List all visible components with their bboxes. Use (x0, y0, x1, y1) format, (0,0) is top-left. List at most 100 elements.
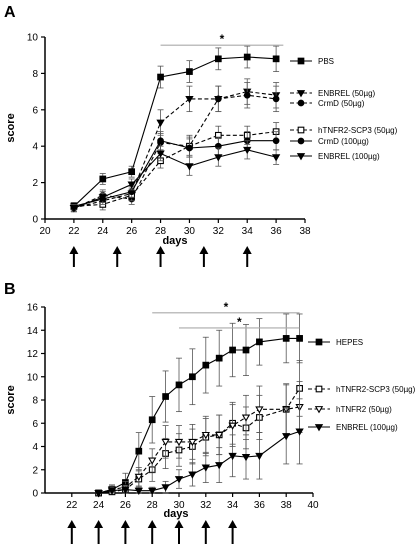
panel-a-letter: A (4, 4, 16, 21)
panel-b-plot-area (94, 313, 304, 498)
panel-b-y-tick-label: 10 (27, 372, 39, 383)
panel-b-series-enbrel-100ug-point (295, 428, 304, 436)
panel-a-series-pbs-point (99, 175, 107, 183)
panel-a-series-enbrel-100ug-point (98, 194, 107, 202)
panel-b-injection-arrow (147, 520, 157, 544)
panel-b-injection-arrow-head (201, 520, 211, 528)
panel-b-series-enbrel-100ug-point (228, 452, 237, 461)
panel-b-x-tick-label: 40 (307, 500, 319, 511)
panel-a-series-crmd-50ug-line (73, 94, 277, 209)
panel-a-series-crmd-50ug-point (272, 95, 280, 103)
panel-b-legend-htnfr2-scp3-50ug: hTNFR2-SCP3 (50µg) (308, 385, 415, 394)
panel-b-legend-enbrel-100ug-swatch-marker (314, 424, 324, 432)
panel-a-series-enbrel-100ug-point (271, 154, 281, 162)
panel-a-series-enbrel-50ug-point (156, 119, 165, 127)
panel-a-legend: PBS ENBREL (50µg)CrmD (50µg) hTNFR2-SCP3 (… (290, 57, 398, 161)
panel-b-y-tick-label: 6 (32, 419, 38, 430)
panel-a-series-pbs (70, 45, 280, 211)
panel-b-series-enbrel-100ug-point (161, 484, 170, 492)
panel-b-series-enbrel-100ug-point (188, 471, 197, 479)
panel-b-y-tick-label: 14 (27, 326, 39, 337)
panel-b-x-tick-label: 30 (173, 500, 185, 511)
panel-a-series-crmd-50ug-point (243, 91, 251, 99)
panel-b-series-htnfr2-scp3-50ug (95, 360, 303, 497)
panel-b-series-enbrel-100ug-point (94, 490, 103, 498)
panel-b-x-tick-label: 22 (66, 500, 78, 511)
panel-a-y-label: score (5, 113, 17, 142)
panel-b-x-tick-label: 36 (254, 500, 266, 511)
panel-a-y-tick-label: 10 (27, 33, 39, 44)
panel-b-series-hepes-point (215, 354, 223, 362)
panel-b-legend-hepes-label: HEPES (336, 338, 363, 347)
panel-b-x-tick-label: 24 (93, 500, 105, 511)
panel-b-series-enbrel-100ug-point (201, 464, 210, 472)
panel-a-injection-arrow (156, 246, 166, 267)
panel-b-series-hepes-point (148, 416, 156, 424)
panel-b-series-hepes-point (242, 346, 250, 354)
panel-b-legend-htnfr2-scp3-50ug-swatch-marker (315, 385, 323, 393)
panel-a-x-tick-label: 36 (271, 226, 283, 237)
panel-b-series-htnfr2-50ug-point (228, 422, 237, 430)
panel-b-injection-arrows (67, 520, 238, 544)
panel-a-injection-arrows (69, 246, 252, 267)
panel-b-injection-arrow-head (120, 520, 130, 528)
panel-a-series-enbrel-100ug (69, 140, 281, 213)
panel-a-x-tick-label: 26 (126, 226, 138, 237)
panel-b-series-hepes-point (282, 335, 290, 342)
panel-a-legend-crmd-50ug-label: CrmD (50µg) (318, 99, 365, 108)
panel-b-series-hepes-point (175, 381, 183, 389)
panel-b-injection-arrow (67, 520, 77, 544)
panel-b-series-hepes-point (135, 447, 143, 455)
panel-b-legend: HEPES hTNFR2-SCP3 (50µg) hTNFR2 (50µg) ENBR… (308, 338, 415, 432)
panel-a-series-pbs-point (272, 55, 280, 63)
panel-a-legend-crmd-50ug: CrmD (50µg) (290, 99, 365, 108)
panel-b-significance-label: * (237, 315, 242, 329)
panel-a-series-enbrel-100ug-point (214, 154, 223, 162)
panel-b-y-tick-label: 2 (32, 465, 38, 476)
panel-b-series-hepes-point (189, 373, 196, 381)
panel-a-axes (44, 37, 305, 220)
panel-b-series-hepes-point (202, 361, 210, 369)
panel-a-y-tick-label: 6 (32, 105, 38, 116)
panel-b-y-tick-label: 16 (27, 303, 39, 314)
panel-b-injection-arrow (94, 520, 104, 544)
panel-b-legend-htnfr2-50ug: hTNFR2 (50µg) (308, 405, 392, 414)
panel-b-series-htnfr2-50ug-line (98, 406, 300, 494)
panel-b-series-enbrel-100ug-point (215, 462, 224, 470)
panel-a-injection-arrow-head (69, 246, 79, 254)
panel-b-injection-arrow-head (67, 520, 77, 528)
panel-a-series-crmd-100ug-point (157, 137, 164, 145)
panel-b-series-enbrel-100ug-point (121, 486, 130, 494)
panel-a-series-htnfr2-scp3-50ug-line (73, 131, 277, 207)
panel-b-significance: ** (152, 300, 300, 329)
panel-a-significance-label: * (220, 32, 225, 46)
panel-a-legend-pbs-swatch-marker (297, 57, 305, 65)
panel-a-injection-arrow-head (242, 246, 252, 254)
panel-a-x-tick-label: 34 (242, 226, 254, 237)
panel-a-series-pbs-point (186, 68, 193, 75)
panel-a-series-pbs-point (243, 53, 251, 61)
panel-b-y-tick-label: 8 (32, 396, 38, 407)
panel-b-series-htnfr2-50ug-point (188, 438, 197, 447)
panel-a-series-enbrel-100ug-line (73, 149, 277, 209)
panel-b-injection-arrow-head (174, 520, 184, 528)
panel-b-legend-hepes: HEPES (308, 338, 363, 347)
panel-b-y-tick-label: 0 (32, 489, 38, 500)
panel-a-series-enbrel-100ug-point (243, 146, 252, 155)
panel-b-y-tick-label: 4 (32, 442, 38, 453)
panel-a-series-crmd-100ug-line (73, 140, 277, 207)
panel-b-series-hepes (95, 313, 303, 497)
panel-b-x-tick-label: 34 (227, 500, 239, 511)
panel-b-legend-htnfr2-scp3-50ug-label: hTNFR2-SCP3 (50µg) (336, 385, 415, 394)
panel-a-legend-crmd-50ug-swatch-marker (297, 99, 305, 107)
panel-b-injection-arrow (228, 520, 238, 544)
panel-a-legend-crmd-100ug: CrmD (100µg) (290, 137, 369, 146)
panel-b-series-hepes-point (162, 393, 169, 400)
panel-b-x-tick-label: 38 (281, 500, 293, 511)
panel-a-series-pbs-point (128, 168, 136, 176)
panel-b-legend-htnfr2-50ug-label: hTNFR2 (50µg) (336, 405, 392, 414)
panel-a-series-pbs-point (214, 55, 222, 63)
panel-b-series-htnfr2-50ug-point (255, 406, 264, 414)
